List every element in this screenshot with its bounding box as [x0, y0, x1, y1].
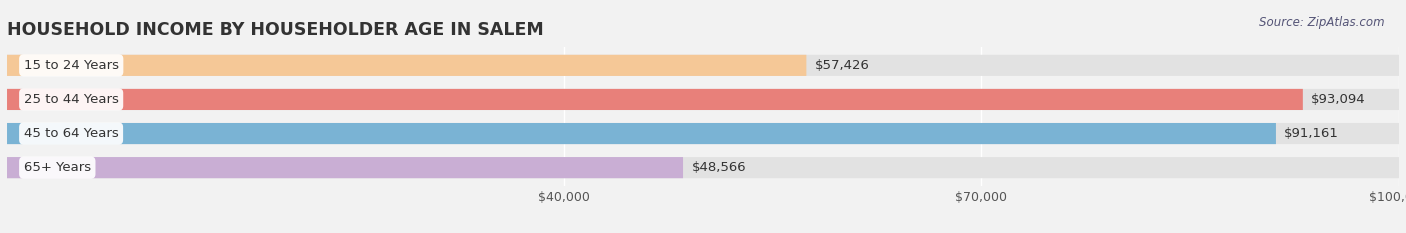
- Text: 45 to 64 Years: 45 to 64 Years: [24, 127, 118, 140]
- FancyBboxPatch shape: [7, 89, 1399, 110]
- FancyBboxPatch shape: [7, 157, 1399, 178]
- FancyBboxPatch shape: [7, 89, 1303, 110]
- Text: 65+ Years: 65+ Years: [24, 161, 91, 174]
- FancyBboxPatch shape: [7, 55, 1399, 76]
- FancyBboxPatch shape: [7, 157, 683, 178]
- Text: Source: ZipAtlas.com: Source: ZipAtlas.com: [1260, 16, 1385, 29]
- Text: $93,094: $93,094: [1312, 93, 1365, 106]
- Text: $48,566: $48,566: [692, 161, 747, 174]
- Text: $57,426: $57,426: [814, 59, 869, 72]
- FancyBboxPatch shape: [7, 55, 807, 76]
- FancyBboxPatch shape: [7, 123, 1275, 144]
- Text: 15 to 24 Years: 15 to 24 Years: [24, 59, 118, 72]
- Text: $91,161: $91,161: [1284, 127, 1339, 140]
- Text: HOUSEHOLD INCOME BY HOUSEHOLDER AGE IN SALEM: HOUSEHOLD INCOME BY HOUSEHOLDER AGE IN S…: [7, 21, 544, 39]
- Text: 25 to 44 Years: 25 to 44 Years: [24, 93, 118, 106]
- FancyBboxPatch shape: [7, 123, 1399, 144]
